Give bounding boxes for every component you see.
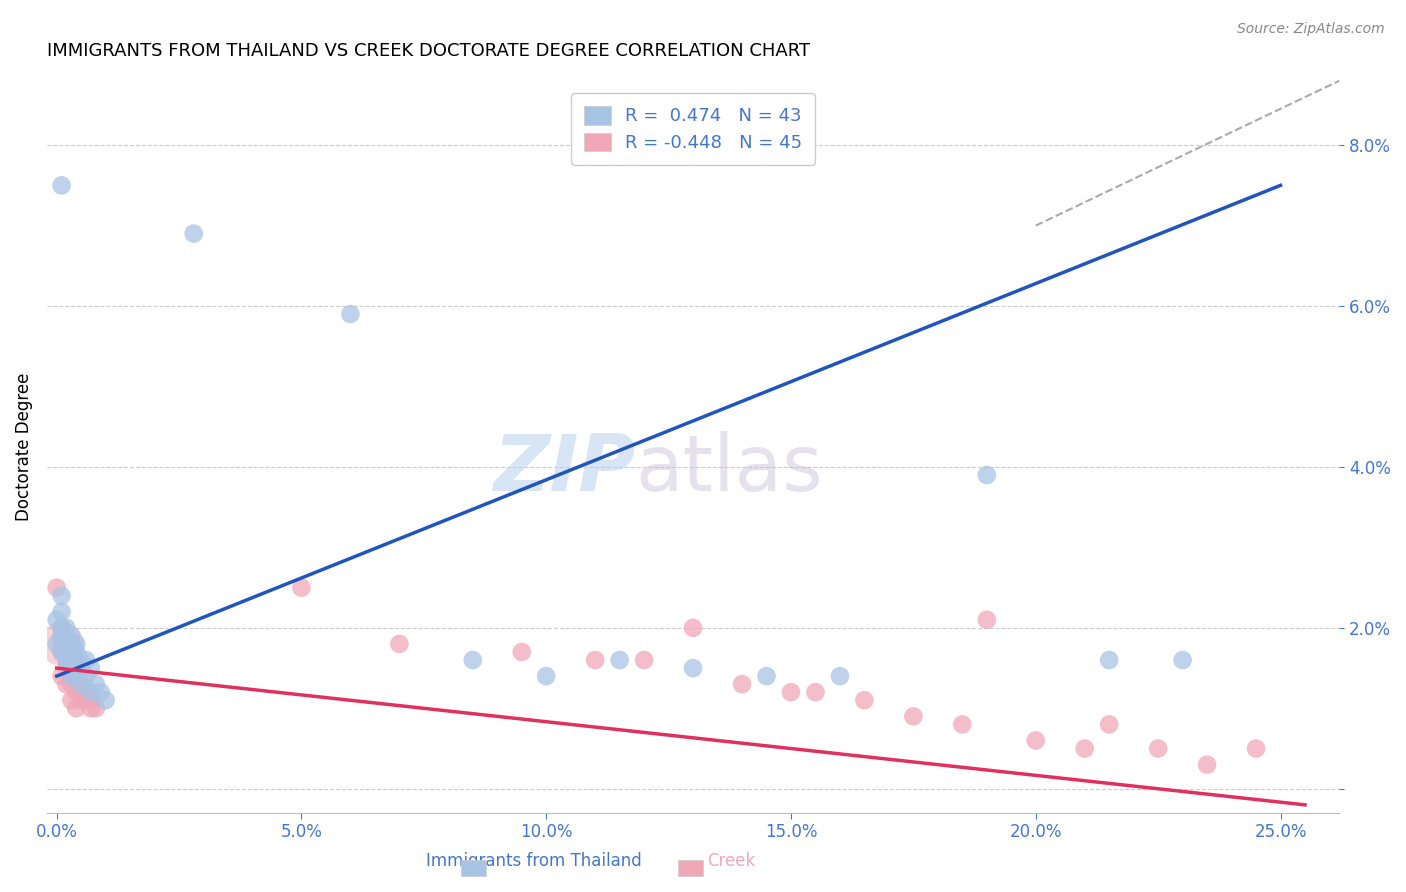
Text: IMMIGRANTS FROM THAILAND VS CREEK DOCTORATE DEGREE CORRELATION CHART: IMMIGRANTS FROM THAILAND VS CREEK DOCTOR… — [46, 42, 810, 60]
Point — [853, 693, 876, 707]
Point — [51, 621, 73, 635]
Point — [1147, 741, 1170, 756]
Point — [55, 621, 77, 635]
Point — [828, 669, 851, 683]
Point — [60, 661, 83, 675]
Point — [583, 653, 606, 667]
Text: ZIP: ZIP — [492, 431, 636, 507]
Point — [731, 677, 754, 691]
Point — [80, 685, 103, 699]
Point — [55, 629, 77, 643]
Point — [70, 677, 93, 691]
Text: Immigrants from Thailand: Immigrants from Thailand — [426, 852, 643, 870]
Point — [51, 637, 73, 651]
Point — [1171, 653, 1194, 667]
Point — [70, 677, 93, 691]
Point — [755, 669, 778, 683]
Point — [461, 653, 484, 667]
Point — [903, 709, 925, 723]
Point — [1244, 741, 1267, 756]
Point — [950, 717, 973, 731]
Point — [55, 653, 77, 667]
Legend: R =  0.474   N = 43, R = -0.448   N = 45: R = 0.474 N = 43, R = -0.448 N = 45 — [571, 94, 815, 165]
Point — [60, 693, 83, 707]
Point — [682, 661, 704, 675]
Point — [510, 645, 533, 659]
Point — [388, 637, 411, 651]
Point — [60, 669, 83, 683]
Point — [534, 669, 557, 683]
Point — [183, 227, 205, 241]
Point — [1197, 757, 1219, 772]
Point — [65, 661, 87, 675]
Point — [51, 629, 73, 643]
Point — [339, 307, 361, 321]
Point — [45, 581, 67, 595]
Point — [55, 637, 77, 651]
Point — [60, 629, 83, 643]
Text: Source: ZipAtlas.com: Source: ZipAtlas.com — [1237, 22, 1385, 37]
Point — [80, 693, 103, 707]
Point — [1073, 741, 1095, 756]
Point — [65, 645, 87, 659]
Point — [1025, 733, 1047, 747]
Point — [70, 661, 93, 675]
Point — [90, 685, 112, 699]
Point — [51, 178, 73, 193]
Point — [55, 677, 77, 691]
Point — [780, 685, 803, 699]
Y-axis label: Doctorate Degree: Doctorate Degree — [15, 373, 32, 521]
Point — [609, 653, 631, 667]
Point — [80, 661, 103, 675]
Point — [290, 581, 312, 595]
Point — [51, 589, 73, 603]
Point — [65, 637, 87, 651]
Point — [80, 701, 103, 715]
Point — [60, 653, 83, 667]
Point — [75, 685, 97, 699]
Point — [55, 661, 77, 675]
Point — [70, 685, 93, 699]
Point — [60, 669, 83, 683]
Point — [1098, 717, 1121, 731]
Point — [60, 653, 83, 667]
Point — [60, 677, 83, 691]
Point — [65, 701, 87, 715]
Point — [682, 621, 704, 635]
Point — [51, 605, 73, 619]
Point — [75, 693, 97, 707]
Point — [51, 629, 73, 643]
Point — [45, 613, 67, 627]
Point — [976, 613, 998, 627]
Point — [65, 685, 87, 699]
Point — [51, 669, 73, 683]
Point — [51, 621, 73, 635]
Text: atlas: atlas — [636, 431, 823, 507]
Point — [75, 653, 97, 667]
Point — [1098, 653, 1121, 667]
Point — [976, 468, 998, 483]
Point — [51, 645, 73, 659]
Point — [60, 637, 83, 651]
Point — [55, 653, 77, 667]
Point — [65, 653, 87, 667]
Point — [65, 669, 87, 683]
Point — [75, 669, 97, 683]
Point — [70, 693, 93, 707]
Point — [45, 637, 67, 651]
Point — [633, 653, 655, 667]
Point — [51, 645, 73, 659]
Point — [65, 669, 87, 683]
Point — [84, 677, 107, 691]
Point — [55, 645, 77, 659]
Point — [51, 637, 73, 651]
Point — [70, 653, 93, 667]
Point — [55, 645, 77, 659]
Point — [84, 701, 107, 715]
Point — [94, 693, 117, 707]
Point — [804, 685, 827, 699]
Text: Creek: Creek — [707, 852, 755, 870]
